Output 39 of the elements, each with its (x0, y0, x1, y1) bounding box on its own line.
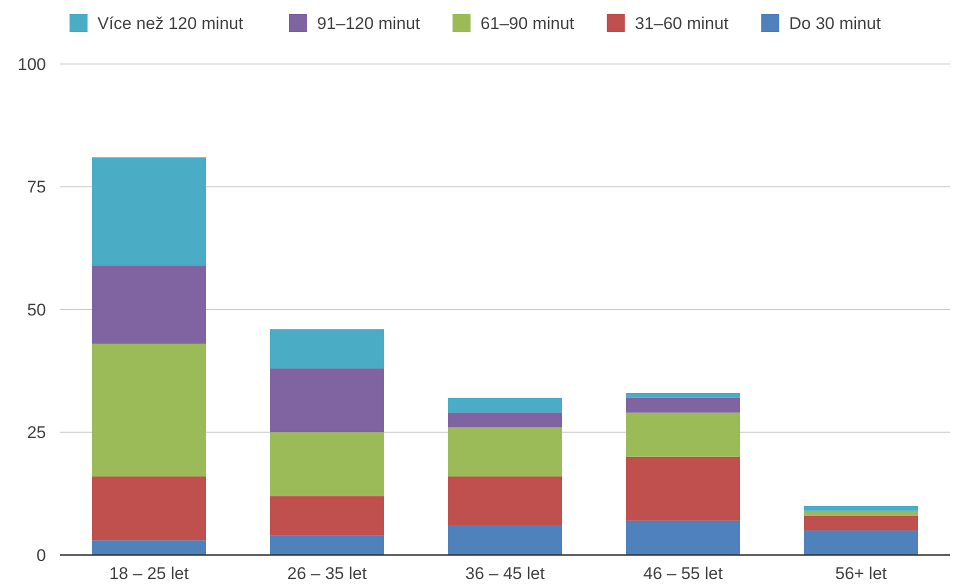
y-tick-label: 0 (36, 546, 46, 565)
bar (270, 432, 384, 496)
x-tick-label: 26 – 35 let (287, 564, 367, 583)
bar (92, 157, 206, 266)
bar (448, 427, 562, 476)
bar (626, 456, 740, 521)
legend-label: 91–120 minut (316, 14, 420, 33)
x-tick-label: 46 – 55 let (643, 564, 723, 583)
bar (92, 540, 206, 555)
bar (626, 392, 740, 398)
bar (92, 344, 206, 476)
bar (448, 526, 562, 555)
legend-label: 31–60 minut (634, 14, 729, 33)
bar (804, 516, 918, 530)
bar (804, 506, 918, 511)
bar (626, 398, 740, 413)
y-tick-label: 50 (27, 300, 46, 320)
bar (448, 476, 562, 526)
y-tick-label: 25 (27, 423, 46, 442)
bar (92, 476, 206, 540)
x-tick-label: 18 – 25 let (109, 564, 189, 583)
bar (448, 398, 562, 413)
bar (270, 496, 384, 536)
y-tick-label: 100 (18, 54, 46, 74)
x-tick-label: 56+ let (835, 564, 888, 583)
y-tick-label: 75 (27, 178, 46, 197)
bar (270, 535, 384, 555)
bar (804, 510, 918, 516)
legend-label: 61–90 minut (480, 14, 574, 33)
x-tick-label: 36 – 45 let (465, 564, 545, 583)
bar (626, 520, 740, 555)
bar (270, 329, 384, 368)
bar (804, 530, 918, 555)
bar (92, 265, 206, 344)
bar (270, 368, 384, 432)
legend-label: Do 30 minut (789, 14, 882, 33)
legend-label: Více než 120 minut (98, 14, 244, 33)
bar (448, 412, 562, 428)
bar (626, 412, 740, 457)
